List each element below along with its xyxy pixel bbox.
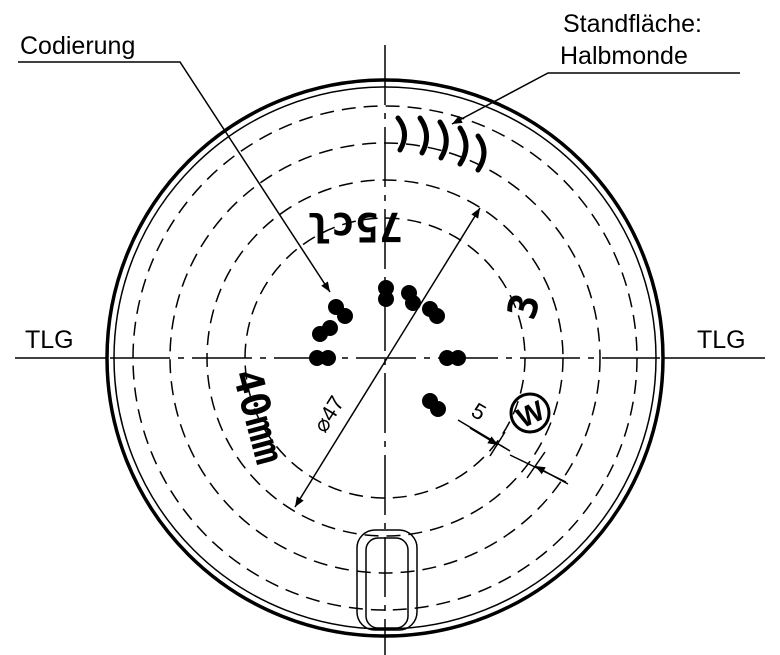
volume-mark: 75cl <box>307 203 403 249</box>
maker-circle <box>509 392 551 434</box>
notch-inner <box>365 537 409 629</box>
mould-mark: 3 <box>499 289 550 324</box>
dimension-arrow <box>534 465 569 485</box>
dimension-tick <box>526 451 546 479</box>
dimension-arrow <box>469 427 499 446</box>
halbmonde-label: Halbmonde <box>560 42 688 70</box>
height-mark: 40mm <box>223 364 292 469</box>
diameter-line <box>294 207 481 508</box>
extension-line <box>499 444 511 452</box>
standflaeche-label: Standfläche: <box>563 10 702 38</box>
tlg-label: TLG <box>25 326 74 354</box>
tlg-label: TLG <box>697 326 746 354</box>
codierung-label: Codierung <box>20 32 135 60</box>
offset-label: 5 <box>467 398 490 426</box>
leader <box>451 72 740 125</box>
leader <box>18 61 331 293</box>
notch <box>356 529 418 631</box>
dimension-tick <box>489 431 506 457</box>
crescents <box>395 115 487 173</box>
